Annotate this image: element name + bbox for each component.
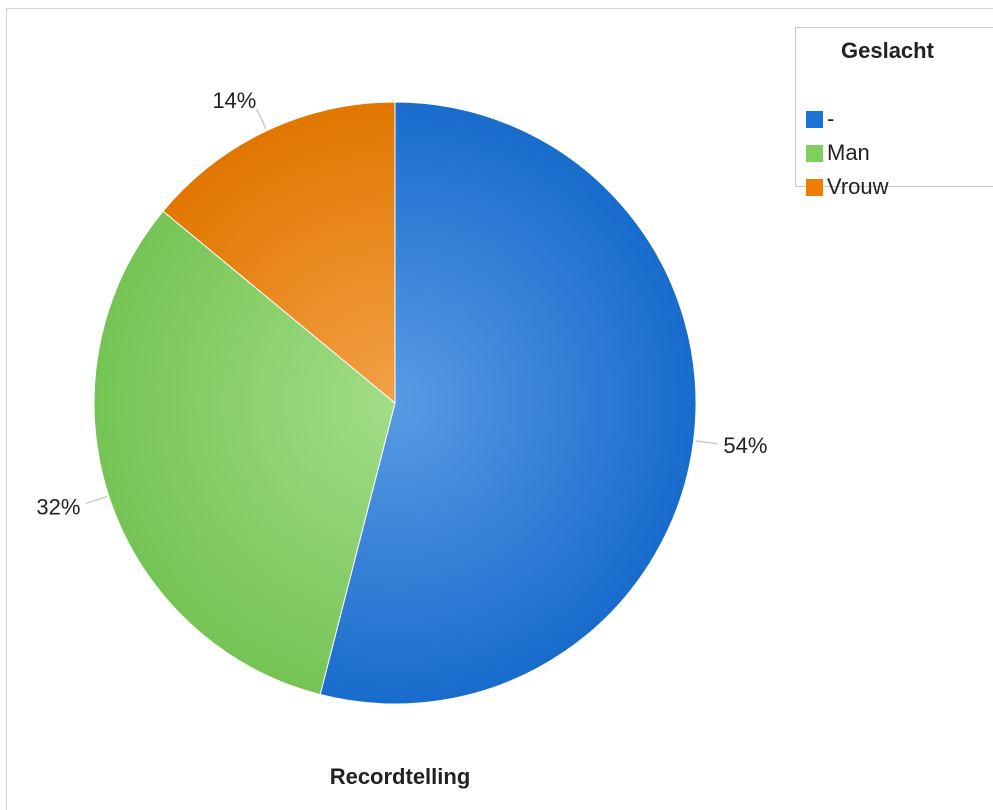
- legend-swatch: [806, 178, 823, 196]
- pie-data-label: 54%: [723, 433, 767, 458]
- legend-label: Vrouw: [827, 174, 889, 199]
- pie-data-labels: 54% 32% 14%: [36, 88, 767, 520]
- legend-label: -: [827, 106, 835, 131]
- legend-entry[interactable]: Man: [806, 139, 870, 167]
- chart-title: Recordtelling: [329, 764, 471, 789]
- leader-line: [85, 495, 108, 505]
- pie-slice[interactable]: [162, 101, 396, 405]
- pie-slice[interactable]: [319, 101, 697, 705]
- legend-entry[interactable]: -: [806, 105, 834, 133]
- legend-swatch: [806, 110, 823, 128]
- pie-data-label: 32%: [36, 495, 80, 520]
- legend-label: Man: [827, 140, 870, 165]
- pie-slice[interactable]: [93, 210, 396, 696]
- pie-data-label: 14%: [212, 88, 256, 113]
- leader-line: [695, 440, 718, 445]
- legend-entry[interactable]: Vrouw: [806, 173, 889, 201]
- legend-title: Geslacht: [841, 38, 934, 63]
- legend: Geslacht - Man Vrouw: [795, 27, 993, 199]
- leader-line: [255, 108, 267, 130]
- legend-swatch: [806, 144, 823, 162]
- chart-frame: [6, 8, 993, 810]
- pie-slices: [93, 101, 697, 705]
